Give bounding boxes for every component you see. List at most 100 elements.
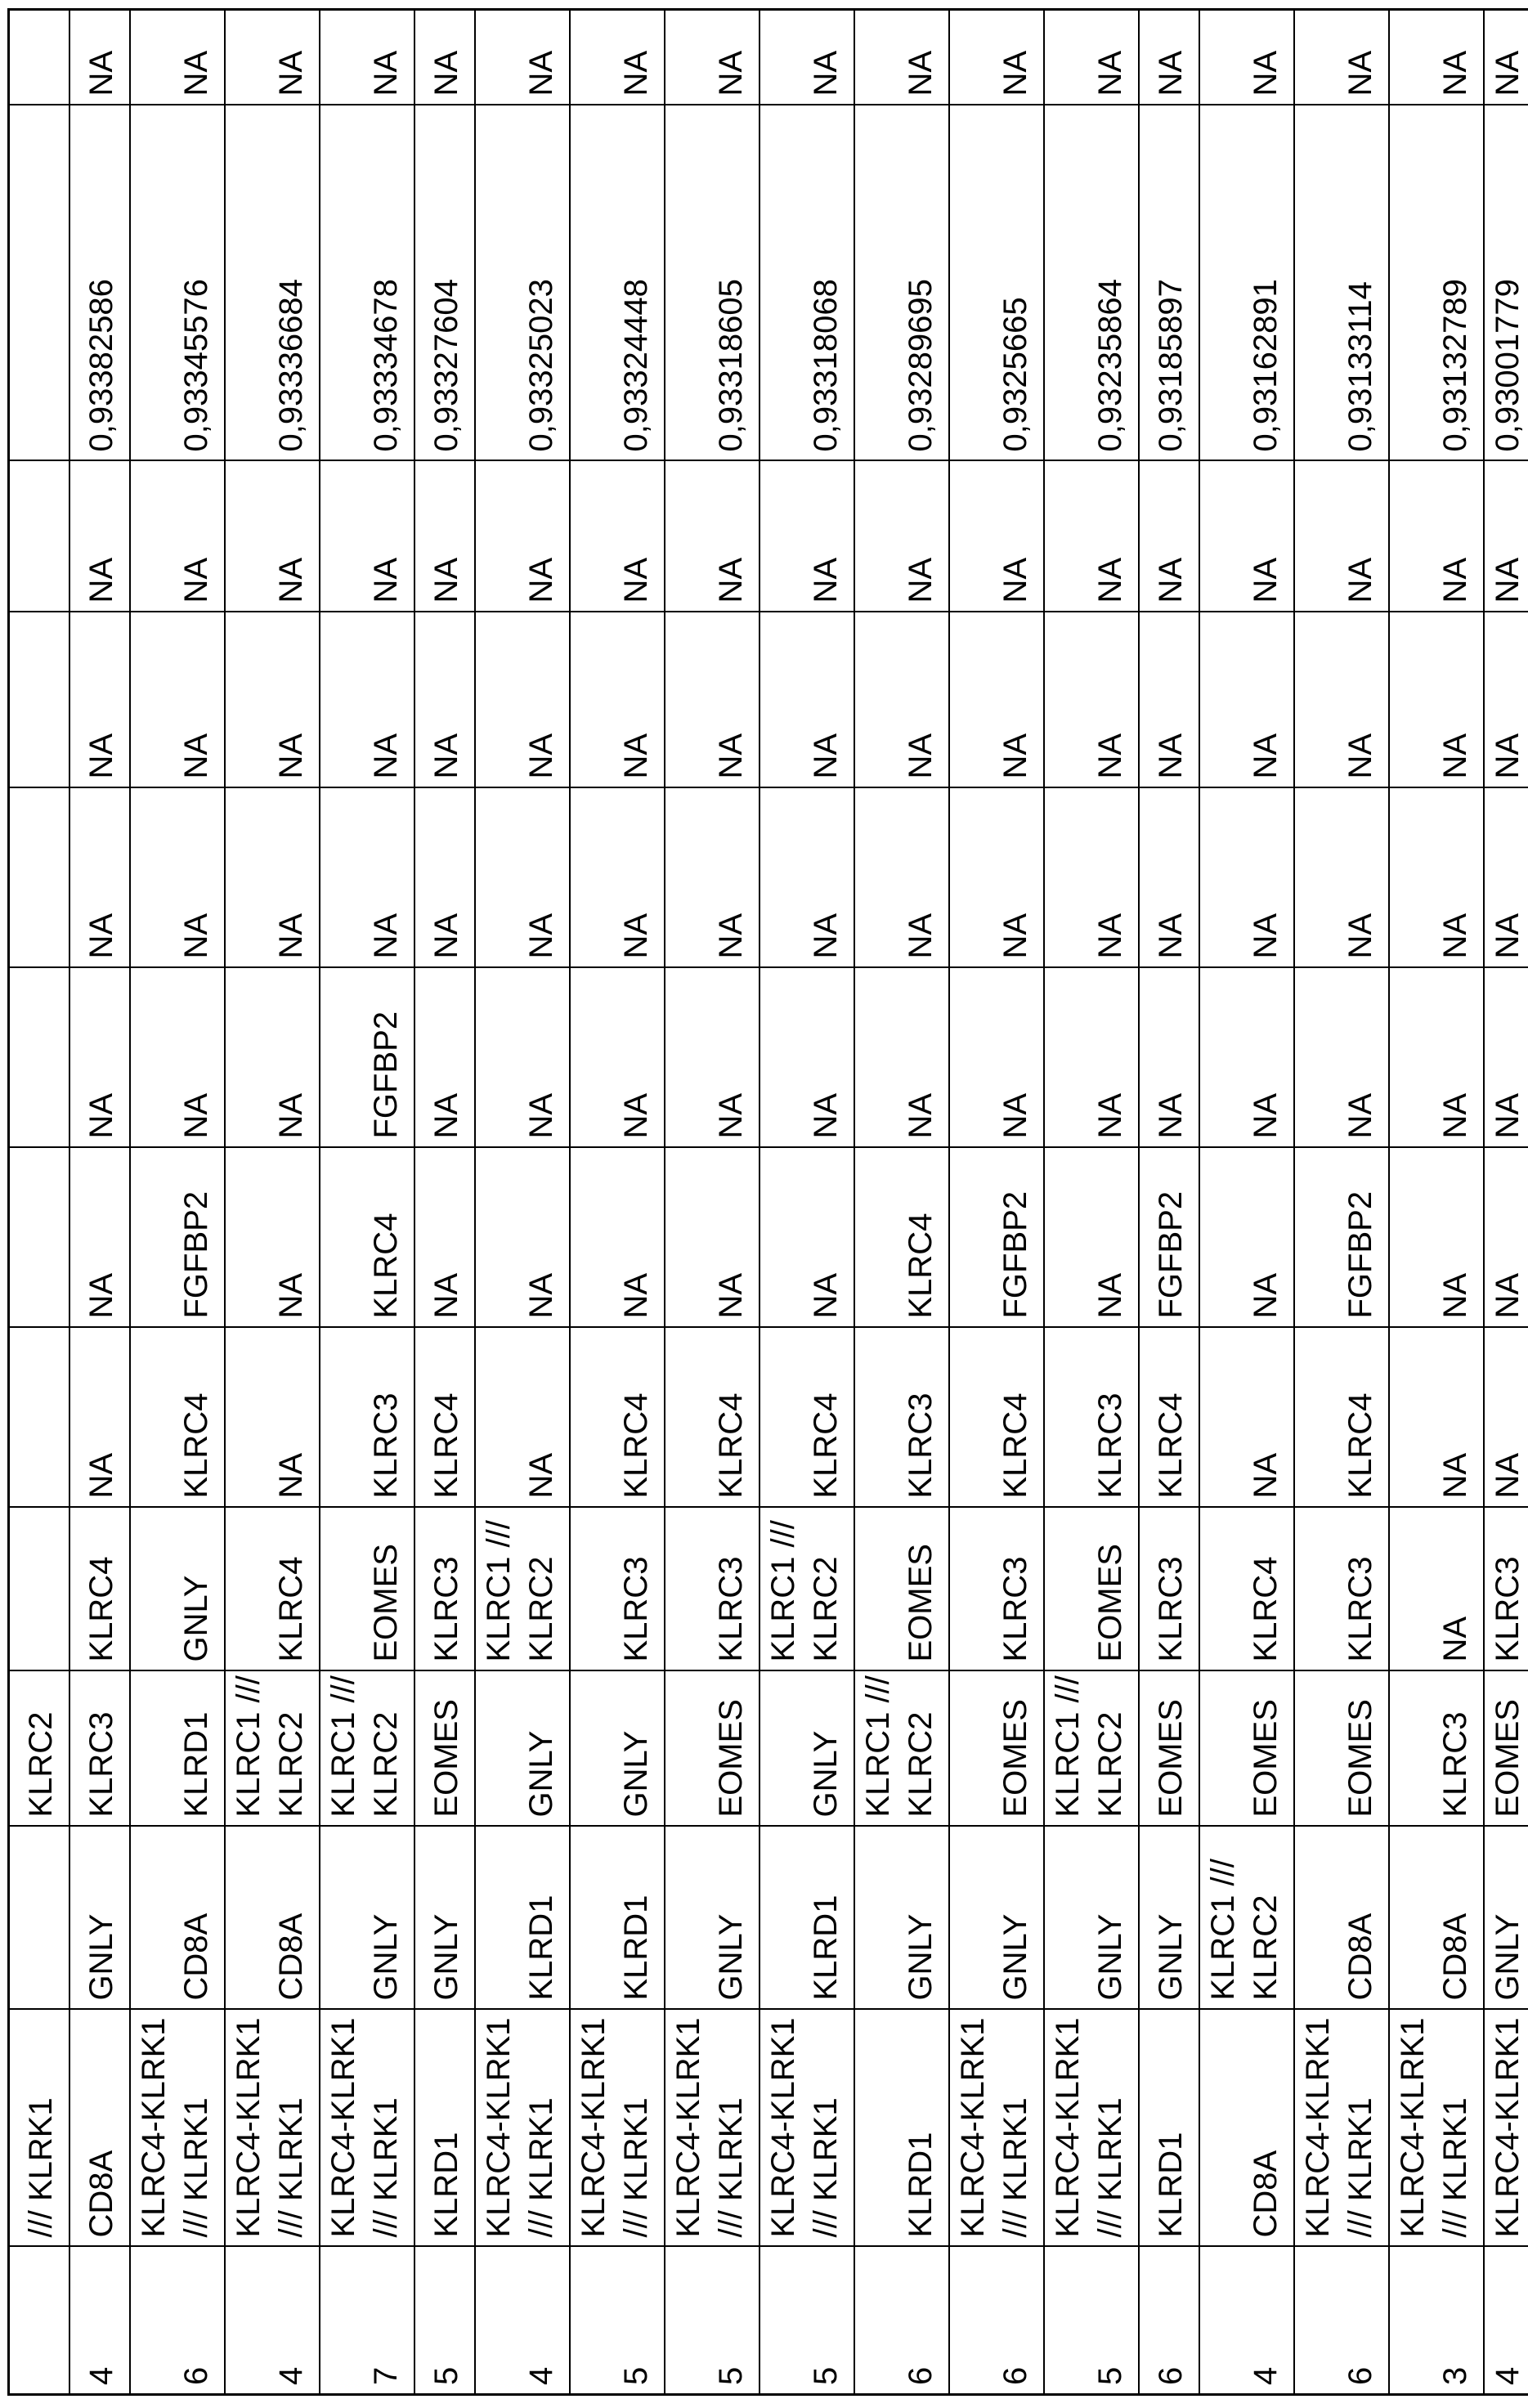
- table-cell: GNLY: [665, 1826, 760, 2010]
- table-cell: 5: [760, 2246, 854, 2395]
- table-cell: NA: [1199, 787, 1294, 968]
- table-cell: NA: [320, 787, 414, 968]
- table-cell: CD8A: [225, 1826, 320, 2010]
- table-cell: KLRC4: [1294, 1327, 1389, 1508]
- table-cell: FGFBP2: [320, 967, 414, 1148]
- table-cell: EOMES: [414, 1670, 475, 1827]
- table-cell: NA: [414, 787, 475, 968]
- table-cell: KLRC4: [570, 1327, 665, 1508]
- table-cell: [8, 967, 69, 1148]
- table-cell: NA: [130, 460, 225, 612]
- table-cell: 4: [1199, 2246, 1294, 2395]
- table-cell: 0,93334678: [320, 105, 414, 461]
- table-cell: NA: [225, 967, 320, 1148]
- table-cell: KLRC4: [320, 1147, 414, 1328]
- table-row: 6 KLRC4-KLRK1 /// KLRK1 GNLY EOMES KLRC3 KLRC…: [949, 9, 1044, 2395]
- table-cell: KLRC4-KLRK1 /// KLRK1: [1044, 2009, 1139, 2247]
- table-cell: NA: [475, 1327, 570, 1508]
- table-cell: NA: [1484, 9, 1528, 105]
- table-cell: NA: [225, 1327, 320, 1508]
- table-cell: 4: [475, 2246, 570, 2395]
- table-cell: KLRC4-KLRK1 /// KLRK1: [665, 2009, 760, 2247]
- table-cell: NA: [69, 460, 130, 612]
- table-cell: KLRC4: [225, 1507, 320, 1671]
- table-cell: FGFBP2: [1294, 1147, 1389, 1328]
- table-cell: 5: [1044, 2246, 1139, 2395]
- table-row: 5 KLRD1 GNLY EOMES KLRC3 KLRC4 NA NA NA NA NA 0,933…: [414, 9, 475, 2395]
- table-row: 5 KLRC4-KLRK1 /// KLRK1 KLRD1 GNLY KLRC3 KLRC…: [570, 9, 665, 2395]
- table-cell: NA: [570, 9, 665, 105]
- table-cell: NA: [1044, 9, 1139, 105]
- table-row: /// KLRK1 KLRC2: [8, 9, 69, 2395]
- table-row: 4 CD8A GNLY KLRC3 KLRC4 NA NA NA NA NA NA 0,9338258…: [69, 9, 130, 2395]
- table-cell: NA: [414, 9, 475, 105]
- table-cell: KLRD1: [1139, 2009, 1199, 2247]
- table-cell: NA: [570, 460, 665, 612]
- table-cell: 0,93162891: [1199, 105, 1294, 461]
- table-cell: FGFBP2: [949, 1147, 1044, 1328]
- table-cell: NA: [665, 9, 760, 105]
- table-cell: NA: [225, 787, 320, 968]
- table-cell: FGFBP2: [1139, 1147, 1199, 1328]
- table-cell: NA: [854, 967, 949, 1148]
- table-cell: 4: [225, 2246, 320, 2395]
- table-cell: 6: [130, 2246, 225, 2395]
- table-cell: CD8A: [130, 1826, 225, 2010]
- table-cell: NA: [130, 787, 225, 968]
- table-cell: EOMES: [854, 1507, 949, 1671]
- table-cell: NA: [320, 612, 414, 788]
- table-cell: 0,93318605: [665, 105, 760, 461]
- table-cell: 5: [665, 2246, 760, 2395]
- table-cell: [8, 1327, 69, 1508]
- table-cell: KLRC4-KLRK1 /// KLRK1: [1389, 2009, 1484, 2247]
- table-cell: NA: [1484, 460, 1528, 612]
- table-cell: NA: [225, 9, 320, 105]
- table-cell: 0,93325023: [475, 105, 570, 461]
- table-cell: NA: [475, 612, 570, 788]
- table-cell: KLRC4-KLRK1 /// KLRK1: [475, 2009, 570, 2247]
- table-cell: NA: [475, 9, 570, 105]
- table-cell: 6: [854, 2246, 949, 2395]
- table-cell: EOMES: [1484, 1670, 1528, 1827]
- table-cell: NA: [949, 967, 1044, 1148]
- table-cell: NA: [475, 967, 570, 1148]
- table-cell: NA: [949, 787, 1044, 968]
- table-cell: 0,93001779: [1484, 105, 1528, 461]
- table-cell: 5: [414, 2246, 475, 2395]
- table-cell: KLRC4: [130, 1327, 225, 1508]
- table-cell: NA: [414, 1147, 475, 1328]
- table-cell: NA: [665, 787, 760, 968]
- table-cell: [8, 787, 69, 968]
- table-cell: [8, 1147, 69, 1328]
- table-cell: 6: [1294, 2246, 1389, 2395]
- table-cell: NA: [570, 787, 665, 968]
- table-cell: KLRC3: [1389, 1670, 1484, 1827]
- table-cell: GNLY: [475, 1670, 570, 1827]
- table-cell: EOMES: [1294, 1670, 1389, 1827]
- table-row: 3 KLRC4-KLRK1 /// KLRK1 CD8A KLRC3 NA NA NA NA N…: [1389, 9, 1484, 2395]
- table-row: 4 KLRC4-KLRK1 GNLY EOMES KLRC3 NA NA NA NA NA NA 0,…: [1484, 9, 1528, 2395]
- table-cell: GNLY: [949, 1826, 1044, 2010]
- table-cell: NA: [665, 612, 760, 788]
- table-cell: NA: [69, 9, 130, 105]
- table-cell: NA: [1294, 9, 1389, 105]
- table-cell: NA: [1389, 460, 1484, 612]
- table-cell: NA: [1389, 967, 1484, 1148]
- table-cell: NA: [320, 460, 414, 612]
- table-cell: NA: [1294, 612, 1389, 788]
- table-row: 6 KLRC4-KLRK1 /// KLRK1 CD8A EOMES KLRC3 KLRC…: [1294, 9, 1389, 2395]
- table-cell: NA: [1199, 1327, 1294, 1508]
- table-row: 4 KLRC4-KLRK1 /// KLRK1 CD8A KLRC1 /// KLRC…: [225, 9, 320, 2395]
- table-cell: 0,93289695: [854, 105, 949, 461]
- table-cell: KLRD1: [854, 2009, 949, 2247]
- table-cell: KLRC1 /// KLRC2: [1044, 1670, 1139, 1827]
- table-cell: 6: [949, 2246, 1044, 2395]
- table-cell: NA: [1389, 612, 1484, 788]
- table-cell: KLRC1 /// KLRC2: [854, 1670, 949, 1827]
- table-cell: NA: [760, 9, 854, 105]
- table-cell: KLRC4-KLRK1 /// KLRK1: [130, 2009, 225, 2247]
- table-cell: NA: [854, 787, 949, 968]
- table-cell: NA: [760, 612, 854, 788]
- table-cell: NA: [570, 1147, 665, 1328]
